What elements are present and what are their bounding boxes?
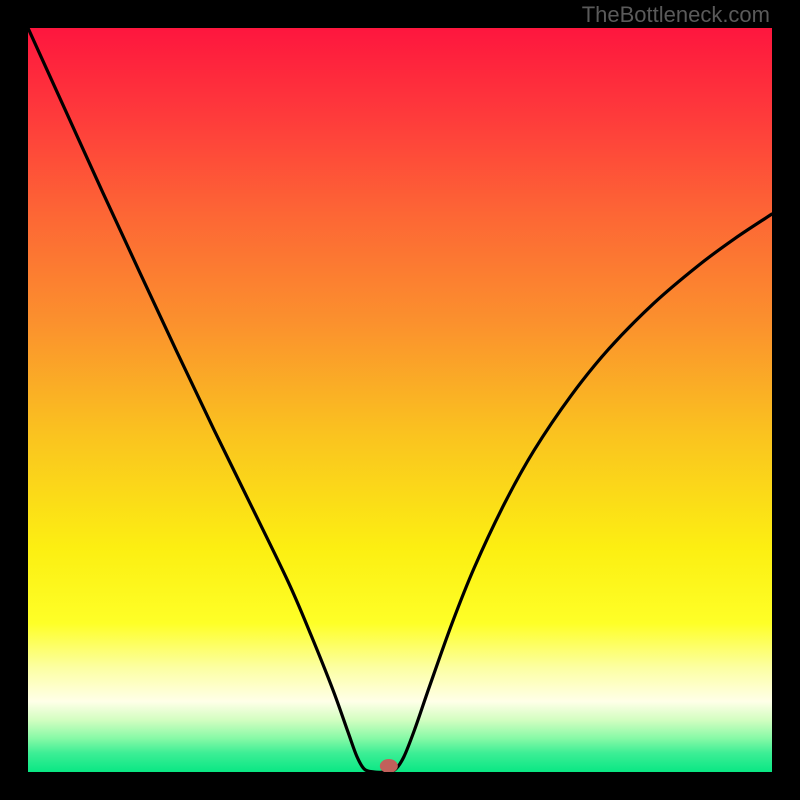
watermark-text: TheBottleneck.com — [582, 2, 770, 28]
optimum-marker — [380, 759, 398, 772]
curve-svg — [28, 28, 772, 772]
bottleneck-curve — [28, 28, 772, 772]
plot-area — [28, 28, 772, 772]
chart-frame: TheBottleneck.com — [0, 0, 800, 800]
